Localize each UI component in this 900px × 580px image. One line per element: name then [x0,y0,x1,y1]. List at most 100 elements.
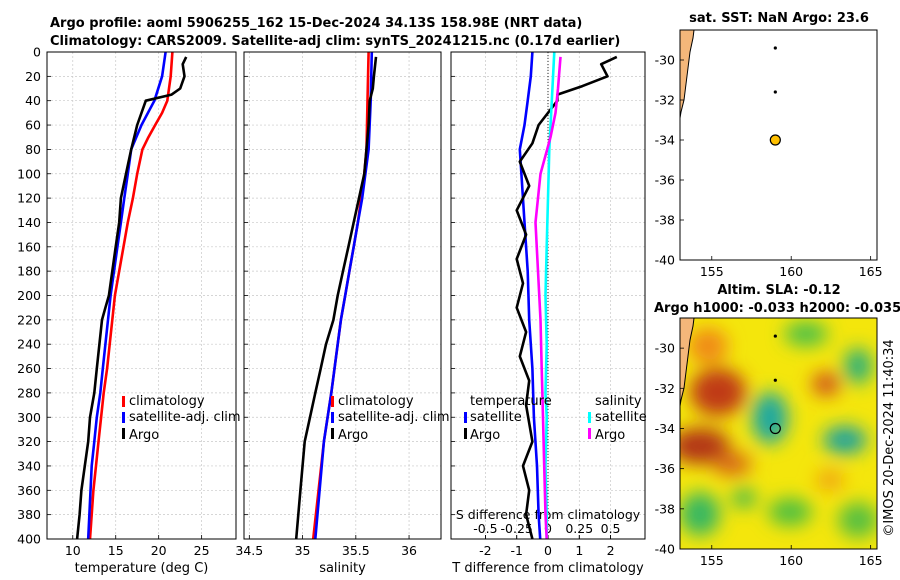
y-tick-label: 260 [17,361,41,376]
x-tick-label: -1 [510,543,522,558]
figure-title-line2: Climatology: CARS2009. Satellite-adj cli… [50,34,620,49]
float-position-marker [769,422,781,435]
series-line [86,51,167,540]
x-tick-label-salinity: -0.5 [473,521,497,536]
legend-label-t-argo: Argo [470,428,500,443]
sst-map-title: sat. SST: NaN Argo: 23.6 [689,11,869,26]
sla-map: Altim. SLA: -0.12 Argo h1000: -0.033 h20… [654,283,900,568]
map-y-tick-label: -34 [655,421,675,436]
x-tick-label: 25 [194,543,210,558]
float-track-point [773,334,777,338]
x-tick-label: 10 [65,543,81,558]
legend-title-temperature: temperature [470,394,552,409]
legend-swatch-satellite [331,412,334,423]
map-x-tick-label: 165 [859,553,883,568]
map-y-tick-label: -38 [655,213,675,228]
legend-title-salinity: salinity [595,394,642,409]
sst-map-axes: 155 160 165 -30 -32 -34 -36 -38 -40 [655,53,883,280]
sla-blob [816,470,844,490]
salinity-panel: 34.5 35 35.5 36 salinity [235,51,442,576]
series-line [518,51,542,540]
x-tick-label: 15 [108,543,124,558]
legend-swatch-t-argo [464,428,467,439]
x-axis-label: T difference from climatology [451,561,644,576]
y-tick-label: 300 [17,410,41,425]
float-track-point [773,90,777,94]
x-tick-label: 20 [151,543,167,558]
sla-blob [752,392,788,444]
x-tick-label: 2 [607,543,615,558]
y-tick-label: 380 [17,507,41,522]
y-tick-label: 40 [25,93,41,108]
legend-label-s-argo: Argo [595,428,625,443]
y-tick-label: 100 [17,166,41,181]
legend-swatch-climatology [122,396,125,407]
legend-swatch-argo [331,428,334,439]
temperature-panel: 0 20 40 60 80 100 120 140 160 180 200 220 240 260 280 3… [17,45,237,576]
sla-map-axes: 155 160 165 -30 -32 -34 -36 -38 -40 [655,341,883,568]
y-tick-label: 200 [17,288,41,303]
map-x-tick-label: 155 [700,553,724,568]
legend-swatch-satellite [122,412,125,423]
x-tick-label: -2 [479,543,491,558]
y-tick-label: 180 [17,264,41,279]
x-tick-label: 34.5 [235,543,263,558]
legend-label-satellite: satellite-adj. clim [129,410,241,425]
y-tick-label: 80 [25,142,41,157]
salinity-legend: climatology satellite-adj. clim Argo [331,394,450,443]
sst-map-frame [679,29,878,261]
y-tick-label: 320 [17,434,41,449]
legend-swatch-t-satellite [464,412,467,423]
map-y-tick-label: -30 [655,53,675,68]
y-tick-label: 340 [17,458,41,473]
map-y-tick-label: -40 [655,542,675,557]
sla-map-frame [679,317,878,550]
sla-blob [838,502,877,538]
y-tick-label: 20 [25,69,41,84]
legend-label-argo: Argo [129,428,159,443]
imos-credit: ©IMOS 20-Dec-2024 11:40:34 [882,339,897,536]
legend-swatch-s-satellite [588,412,591,423]
legend-label-climatology: climatology [338,394,414,409]
sst-map-background [680,30,877,260]
sla-map-marks [769,334,781,435]
legend-label-s-satellite: satellite [595,410,647,425]
map-y-tick-label: -40 [655,253,675,268]
sla-blob [732,488,756,508]
map-y-tick-label: -36 [655,461,675,476]
sla-field [680,318,877,549]
float-track-point [773,46,777,50]
x-tick-label-salinity: 0.5 [601,521,621,536]
legend-label-climatology: climatology [129,394,205,409]
float-track-point [773,378,777,382]
sla-blob [680,428,730,464]
y-tick-label: 360 [17,483,41,498]
sla-blob [844,348,872,384]
y-tick-label: 220 [17,312,41,327]
sla-blobs [680,322,877,538]
sla-blob [784,322,828,346]
series-line [294,56,378,540]
y-tick-label: 140 [17,215,41,230]
legend-swatch-s-argo [588,428,591,439]
legend-label-t-satellite: satellite [470,410,522,425]
x-tick-label: 0 [544,543,552,558]
legend-label-argo: Argo [338,428,368,443]
sla-blob [690,368,746,416]
sla-blob [688,328,728,364]
map-x-tick-label: 160 [779,264,803,279]
map-x-tick-label: 160 [779,553,803,568]
sla-blob [712,452,752,476]
sst-map-marks [769,46,781,146]
difference-panel: -2 -1 0 1 2-0.5 -0.25 0 0.25 0.5S difference fro… [450,51,646,576]
y-tick-label: 280 [17,385,41,400]
y-tick-label: 60 [25,118,41,133]
map-y-tick-label: -36 [655,173,675,188]
x-tick-label-salinity: -0.25 [501,521,533,536]
x-tick-label-salinity: 0 [544,521,552,536]
difference-legend: temperature salinity satellite Argo sate… [464,394,647,443]
sla-map-title-line2: Argo h1000: -0.033 h2000: -0.035 [654,301,900,316]
y-tick-label: 400 [17,532,41,547]
x-axis-label: salinity [319,561,366,576]
plot-frame [46,51,237,540]
